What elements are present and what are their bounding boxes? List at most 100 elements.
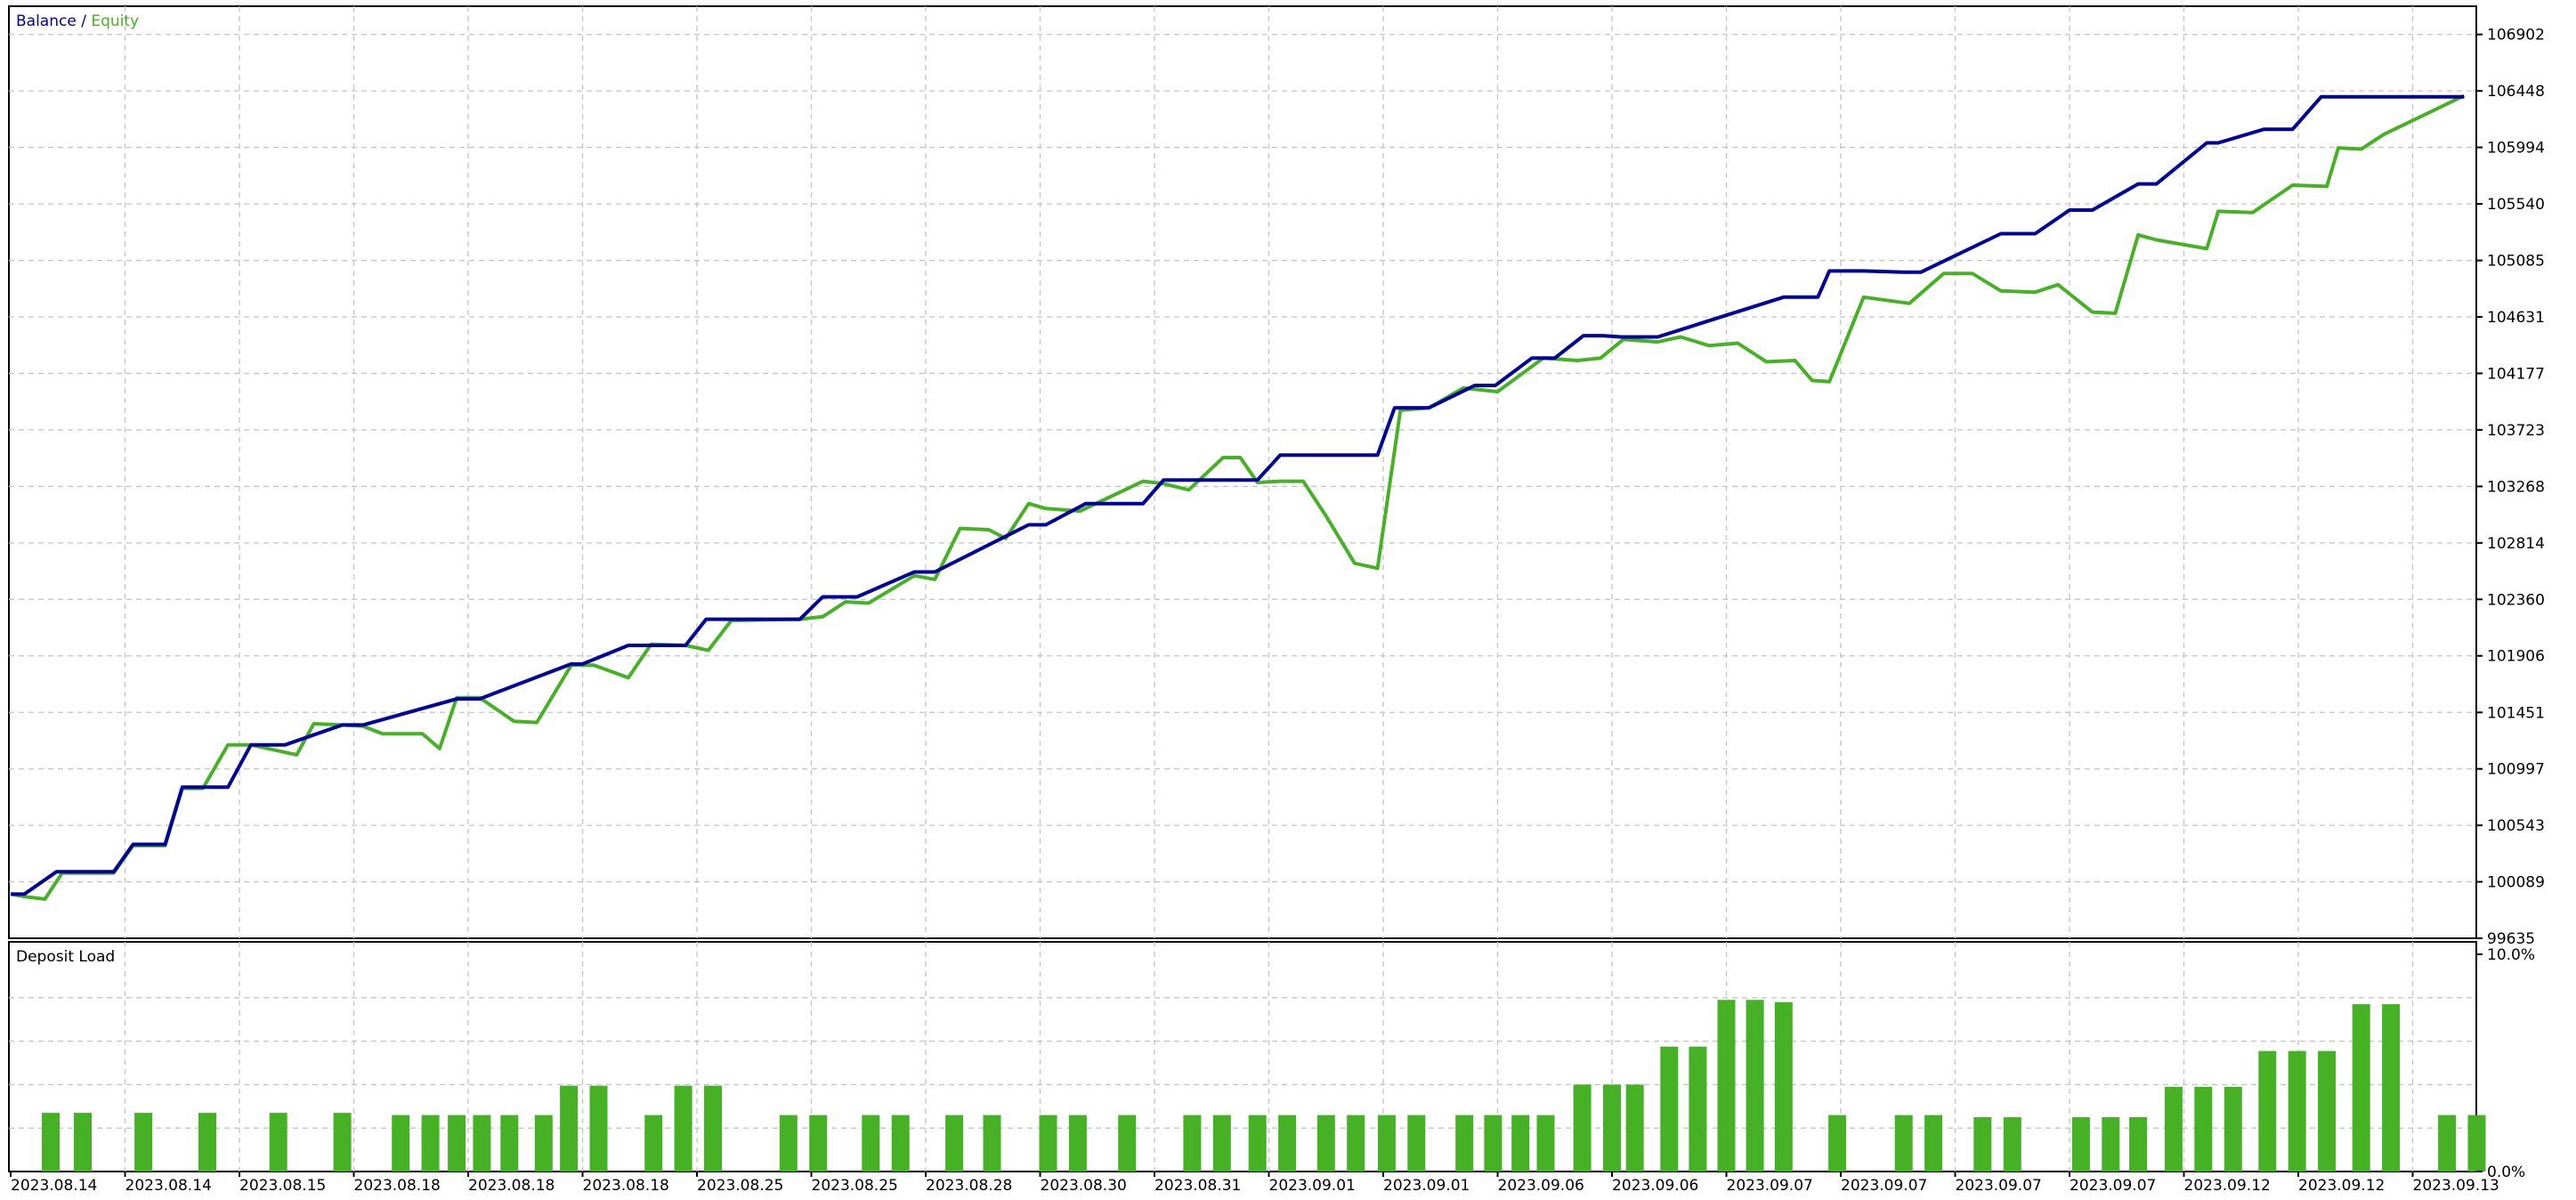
legend-balance-label: Balance: [16, 12, 77, 30]
deposit-load-bar: [674, 1085, 693, 1172]
x-tick-label: 2023.08.18: [583, 1177, 669, 1195]
deposit-load-bar: [560, 1085, 579, 1172]
x-tick-label: 2023.08.14: [11, 1177, 97, 1195]
x-tick-label: 2023.08.25: [812, 1177, 898, 1195]
deposit-load-bar: [1039, 1115, 1057, 1172]
y-tick-label: 0.0%: [2487, 1164, 2525, 1181]
x-tick-label: 2023.09.01: [1383, 1177, 1470, 1195]
deposit-load-bar: [891, 1115, 910, 1172]
y-tick-label: 106448: [2487, 83, 2545, 101]
deposit-load-bar: [392, 1115, 410, 1172]
deposit-load-bar: [1278, 1115, 1297, 1172]
deposit-load-bar: [1407, 1115, 1426, 1172]
deposit-load-bar: [2194, 1086, 2213, 1172]
deposit-load-bar: [2352, 1004, 2370, 1172]
y-tick-label: 105085: [2487, 253, 2545, 271]
deposit-load-plot-area: [8, 941, 2477, 1172]
y-tick-label: 100089: [2487, 874, 2545, 892]
deposit-load-bar: [2129, 1117, 2148, 1172]
x-tick-label: 2023.09.01: [1269, 1177, 1356, 1195]
deposit-load-bar: [1118, 1115, 1137, 1172]
deposit-load-bar: [1689, 1046, 1707, 1172]
legend-separator: /: [77, 12, 92, 30]
deposit-load-bar: [1212, 1115, 1231, 1172]
deposit-load-bar: [1828, 1115, 1847, 1172]
legend-equity-label: Equity: [91, 12, 139, 30]
deposit-load-bar: [1625, 1084, 1644, 1172]
y-tick-label: 100997: [2487, 761, 2545, 779]
y-tick-label: 102360: [2487, 591, 2545, 609]
balance-equity-plot-area: [8, 5, 2477, 939]
deposit-load-bar: [589, 1085, 608, 1172]
x-tick-label: 2023.08.25: [697, 1177, 783, 1195]
deposit-load-bar: [473, 1115, 491, 1172]
y-tick-label: 10.0%: [2487, 946, 2535, 964]
deposit-load-bar: [704, 1085, 722, 1172]
deposit-load-bar: [644, 1115, 663, 1172]
date-axis: 2023.08.14 2023.08.14 2023.08.15 2023.08.18…: [10, 1172, 2499, 1195]
main-grid: [9, 6, 2476, 938]
x-tick-label: 2023.09.07: [1727, 1177, 1813, 1195]
deposit-load-bar: [448, 1115, 466, 1172]
deposit-load-bar: [2224, 1086, 2242, 1172]
y-tick-label: 104177: [2487, 365, 2545, 383]
deposit-load-bar: [1973, 1117, 1992, 1172]
deposit-load-bar: [1660, 1046, 1679, 1172]
y-tick-label: 103268: [2487, 478, 2545, 496]
deposit-load-bar: [42, 1113, 60, 1172]
chart-legend: Balance / Equity: [16, 12, 139, 30]
y-tick-label: 104631: [2487, 309, 2545, 327]
deposit-load-bar: [1347, 1115, 1365, 1172]
deposit-load-bar: [1455, 1115, 1474, 1172]
deposit-load-bar: [1573, 1084, 1592, 1172]
deposit-load-bar: [74, 1113, 92, 1172]
x-tick-label: 2023.08.18: [468, 1177, 555, 1195]
deposit-load-bar: [1774, 1001, 1793, 1172]
x-tick-label: 2023.08.15: [239, 1177, 326, 1195]
x-tick-label: 2023.08.28: [926, 1177, 1012, 1195]
deposit-load-bar: [779, 1115, 798, 1172]
x-tick-label: 2023.09.06: [1612, 1177, 1698, 1195]
deposit-load-bar: [2003, 1117, 2021, 1172]
deposit-load-bar: [134, 1113, 153, 1172]
balance-line: [11, 94, 2465, 896]
deposit-load-bar: [1377, 1115, 1396, 1172]
y-tick-label: 100543: [2487, 817, 2545, 835]
deposit-load-bar: [1603, 1084, 1621, 1172]
x-tick-label: 2023.09.06: [1498, 1177, 1584, 1195]
x-tick-label: 2023.08.30: [1041, 1177, 1127, 1195]
x-tick-label: 2023.09.13: [2413, 1177, 2499, 1195]
balance-y-axis: 106902 106448 105994 105540 105085 104631 1041…: [2476, 27, 2545, 948]
x-tick-label: 2023.09.07: [2070, 1177, 2156, 1195]
deposit-load-bar: [809, 1115, 828, 1172]
deposit-load-bar: [1894, 1115, 1913, 1172]
x-tick-label: 2023.09.07: [1841, 1177, 1927, 1195]
y-tick-label: 105994: [2487, 140, 2545, 158]
deposit-load-bar: [2382, 1004, 2401, 1172]
y-tick-label: 106902: [2487, 27, 2545, 45]
deposit-load-bar: [2164, 1086, 2183, 1172]
deposit-load-bar: [2258, 1050, 2277, 1172]
deposit-load-bar: [1746, 1000, 1764, 1172]
deposit-load-title: Deposit Load: [16, 948, 115, 966]
deposit-load-bar: [2102, 1117, 2120, 1172]
deposit-load-bar: [269, 1113, 288, 1172]
deposit-load-bar: [862, 1115, 880, 1172]
deposit-load-bar: [1183, 1115, 1202, 1172]
y-tick-label: 101906: [2487, 648, 2545, 666]
y-tick-label: 103723: [2487, 422, 2545, 440]
deposit-load-bar: [198, 1113, 216, 1172]
y-tick-label: 102814: [2487, 535, 2545, 553]
deposit-load-bar: [945, 1115, 964, 1172]
deposit-load-bar: [534, 1115, 553, 1172]
deposit-load-y-axis: 10.0% 0.0%: [2476, 946, 2535, 1181]
y-tick-label: 99635: [2487, 930, 2535, 948]
x-tick-label: 2023.09.07: [1956, 1177, 2042, 1195]
deposit-load-bar: [1484, 1115, 1503, 1172]
deposit-load-bar: [2467, 1115, 2486, 1172]
deposit-load-bar: [333, 1113, 352, 1172]
deposit-load-bar: [1068, 1115, 1087, 1172]
deposit-load-bars: [42, 1000, 2486, 1172]
deposit-load-bar: [1536, 1115, 1555, 1172]
deposit-load-bar: [1717, 1000, 1736, 1172]
